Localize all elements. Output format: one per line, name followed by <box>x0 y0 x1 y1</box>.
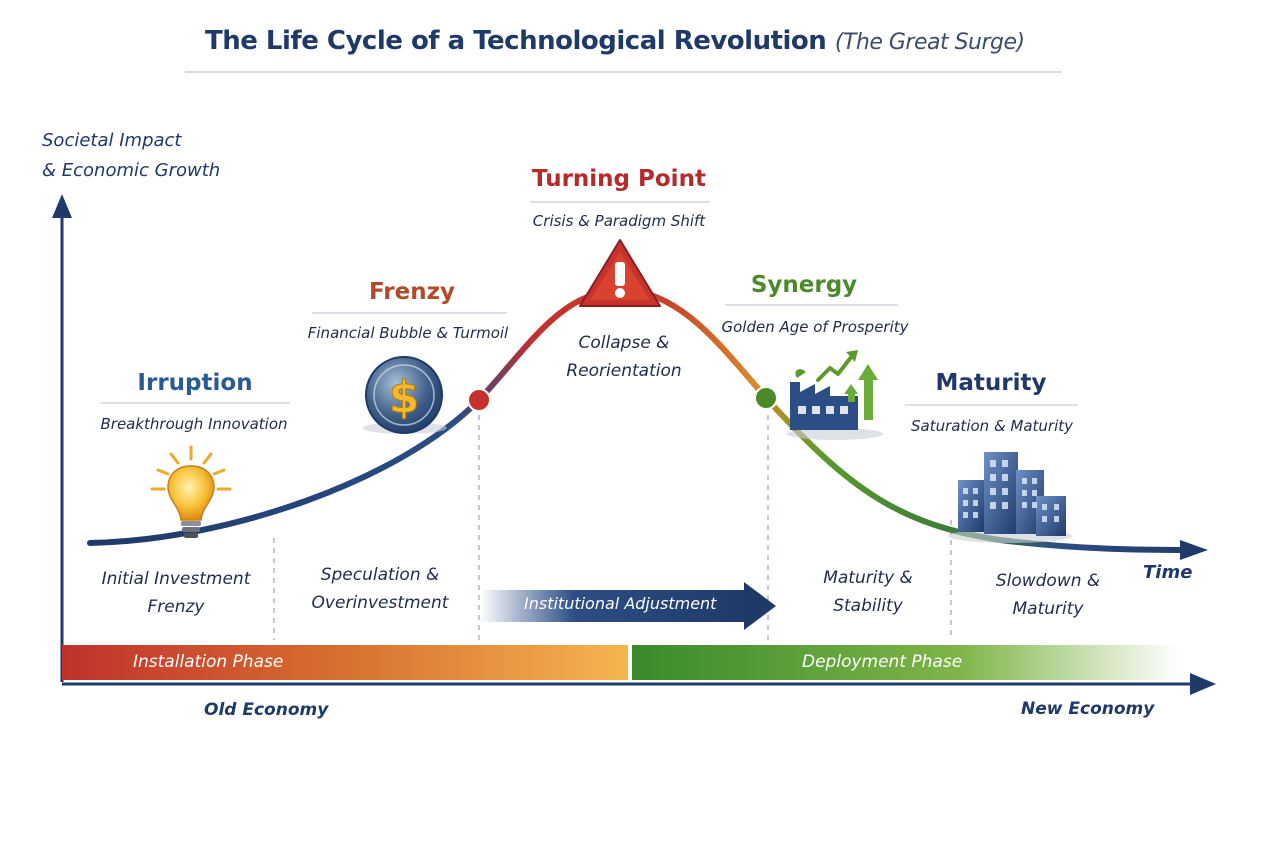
bottom-note-maturity-stability: Maturity & Stability <box>823 564 913 620</box>
maturity-title: Maturity <box>935 370 1047 396</box>
y-axis-label-line2: & Economic Growth <box>42 160 221 181</box>
lightbulb-icon <box>150 445 232 538</box>
bottom-note-initial-investment: Initial Investment Frenzy <box>102 565 251 621</box>
deployment-phase-bar <box>632 645 1180 680</box>
synergy-title: Synergy <box>750 272 858 298</box>
page-title: The Life Cycle of a Technological Revolu… <box>205 26 1025 56</box>
city-buildings-icon <box>948 452 1072 543</box>
peak-note-line1: Collapse & <box>578 333 670 353</box>
title-main-text: The Life Cycle of a Technological Revolu… <box>205 26 827 56</box>
bottom-note-slowdown: Slowdown & Maturity <box>996 567 1100 623</box>
frenzy-turning-marker <box>467 388 491 412</box>
peak-note: Collapse & Reorientation <box>566 329 681 385</box>
factory-growth-icon <box>787 350 883 440</box>
bottom-note-line1: Speculation & <box>320 565 440 585</box>
frenzy-title: Frenzy <box>369 279 455 305</box>
bottom-note-line1: Initial Investment <box>101 569 251 589</box>
y-axis-label-line1: Societal Impact <box>42 130 182 151</box>
new-economy-label: New Economy <box>1021 699 1155 719</box>
curve-arrowhead <box>1180 540 1208 560</box>
y-axis-label: Societal Impact & Economic Growth <box>42 126 220 186</box>
turning-point-title: Turning Point <box>532 166 706 192</box>
peak-note-line2: Reorientation <box>566 361 682 381</box>
synergy-subtitle: Golden Age of Prosperity <box>721 318 909 336</box>
x-axis-arrowhead <box>1190 673 1216 695</box>
maturity-subtitle: Saturation & Maturity <box>910 417 1074 435</box>
bottom-note-line2: Maturity <box>1012 599 1084 619</box>
turning-point-subtitle: Crisis & Paradigm Shift <box>532 212 706 230</box>
bottom-note-line1: Maturity & <box>823 568 913 588</box>
irruption-subtitle: Breakthrough Innovation <box>100 415 288 433</box>
old-economy-label: Old Economy <box>204 700 329 720</box>
deployment-phase-label: Deployment Phase <box>802 652 963 672</box>
x-axis-label: Time <box>1143 562 1193 583</box>
title-subtitle: (The Great Surge) <box>834 30 1025 55</box>
dollar-coin-icon: $ <box>363 356 447 434</box>
irruption-title: Irruption <box>137 370 253 396</box>
frenzy-subtitle: Financial Bubble & Turmoil <box>307 324 509 342</box>
synergy-turning-marker <box>754 386 778 410</box>
y-axis-arrowhead <box>52 194 72 218</box>
installation-phase-label: Installation Phase <box>133 652 284 672</box>
institutional-adjustment-arrow <box>480 582 776 630</box>
bottom-note-line2: Stability <box>833 596 903 616</box>
bottom-note-line2: Overinvestment <box>311 593 449 613</box>
bottom-note-speculation: Speculation & Overinvestment <box>312 561 449 617</box>
svg-text:$: $ <box>389 372 420 423</box>
installation-phase-bar <box>62 645 628 680</box>
bottom-note-line1: Slowdown & <box>995 571 1101 591</box>
warning-triangle-icon <box>579 239 661 307</box>
adjustment-arrow-label: Institutional Adjustment <box>524 594 717 613</box>
bottom-note-line2: Frenzy <box>147 597 205 617</box>
